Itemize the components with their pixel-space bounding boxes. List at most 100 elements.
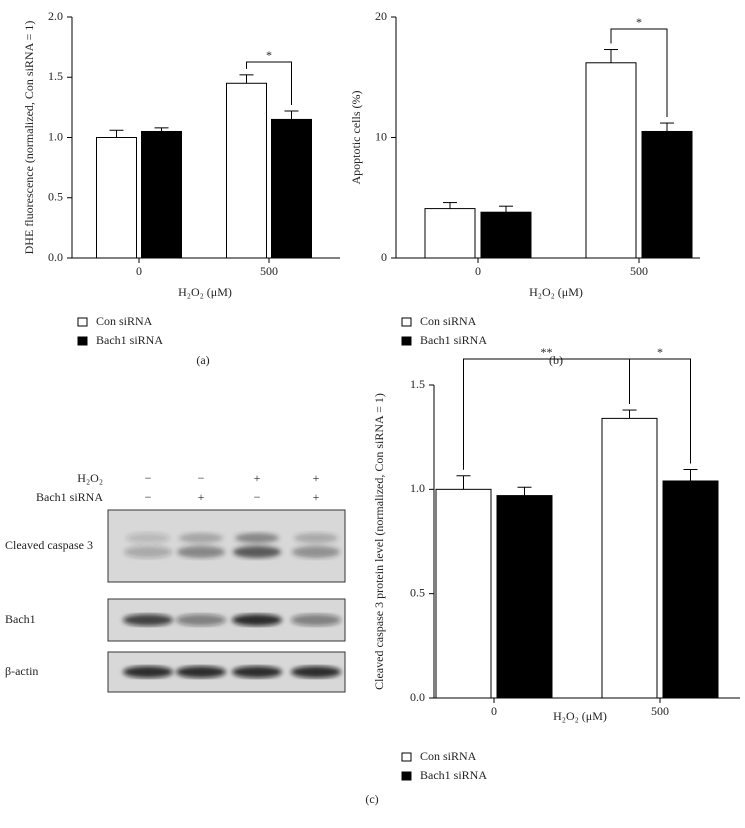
legend-swatch bbox=[401, 317, 412, 327]
x-tick-label: 500 bbox=[260, 264, 278, 278]
bar bbox=[480, 211, 532, 259]
significance-label: * bbox=[657, 345, 663, 359]
y-tick-label: 20 bbox=[375, 9, 387, 23]
legend-label: Bach1 siRNA bbox=[420, 768, 487, 782]
y-tick-label: 0.0 bbox=[410, 690, 425, 704]
band bbox=[232, 666, 282, 678]
legend-label: Bach1 siRNA bbox=[96, 333, 163, 347]
band-label: β-actin bbox=[5, 664, 38, 678]
y-tick-label: 10 bbox=[375, 129, 387, 143]
band bbox=[179, 533, 223, 543]
legend-swatch bbox=[401, 771, 412, 781]
significance-bracket bbox=[629, 358, 691, 464]
band bbox=[126, 533, 170, 543]
significance-label: * bbox=[266, 48, 272, 62]
x-tick-label: 500 bbox=[630, 264, 648, 278]
condition-sign: − bbox=[145, 490, 152, 504]
bar bbox=[641, 130, 693, 259]
band bbox=[177, 546, 225, 558]
legend-label: Con siRNA bbox=[420, 314, 477, 328]
y-axis-label: Apoptotic cells (%) bbox=[349, 91, 363, 185]
condition-sign: + bbox=[313, 471, 320, 485]
band bbox=[233, 546, 281, 558]
band-group bbox=[176, 666, 226, 678]
blot-panel bbox=[107, 509, 346, 583]
band bbox=[123, 614, 173, 626]
band bbox=[292, 546, 340, 558]
band bbox=[291, 666, 341, 678]
band-group bbox=[232, 666, 282, 678]
x-tick-label: 0 bbox=[491, 704, 497, 718]
legend-label: Bach1 siRNA bbox=[420, 333, 487, 347]
band-group bbox=[232, 614, 282, 626]
bar bbox=[662, 480, 719, 699]
band-label: Bach1 bbox=[5, 612, 36, 626]
bar bbox=[435, 488, 492, 699]
y-axis-label: Cleaved caspase 3 protein level (normali… bbox=[372, 393, 386, 690]
legend-swatch bbox=[401, 336, 412, 346]
band bbox=[176, 614, 226, 626]
bar bbox=[424, 208, 476, 259]
panel-label: (a) bbox=[196, 353, 209, 367]
y-tick-label: 0 bbox=[381, 250, 387, 264]
band-group bbox=[124, 533, 172, 558]
band-group bbox=[233, 533, 281, 558]
band-label: Cleaved caspase 3 bbox=[5, 538, 93, 552]
band bbox=[232, 614, 282, 626]
y-tick-label: 1.0 bbox=[410, 481, 425, 495]
legend-swatch bbox=[401, 752, 412, 762]
condition-sign: − bbox=[254, 490, 261, 504]
band bbox=[291, 614, 341, 626]
band-group bbox=[291, 666, 341, 678]
x-tick-label: 0 bbox=[136, 264, 142, 278]
panel-label: (c) bbox=[365, 792, 378, 806]
band-group bbox=[291, 614, 341, 626]
bar bbox=[96, 137, 137, 259]
significance-label: ** bbox=[541, 345, 553, 359]
condition-label: H₂O₂ bbox=[77, 471, 103, 485]
band bbox=[124, 546, 172, 558]
legend-label: Con siRNA bbox=[96, 314, 153, 328]
condition-sign: + bbox=[313, 490, 320, 504]
bar bbox=[601, 417, 658, 699]
x-tick-label: 0 bbox=[475, 264, 481, 278]
significance-bracket bbox=[610, 28, 668, 118]
band bbox=[294, 533, 338, 543]
bar bbox=[496, 495, 553, 699]
condition-label: Bach1 siRNA bbox=[36, 490, 103, 504]
band-group bbox=[123, 614, 173, 626]
y-tick-label: 1.0 bbox=[48, 129, 63, 143]
significance-label: * bbox=[636, 15, 642, 29]
y-tick-label: 2.0 bbox=[48, 9, 63, 23]
bar bbox=[585, 62, 637, 259]
y-tick-label: 1.5 bbox=[48, 69, 63, 83]
x-axis-label: H₂O₂ (μM) bbox=[553, 709, 607, 723]
y-tick-label: 0.5 bbox=[48, 190, 63, 204]
condition-sign: − bbox=[145, 471, 152, 485]
bar bbox=[141, 130, 182, 259]
bar bbox=[271, 118, 312, 259]
condition-sign: − bbox=[198, 471, 205, 485]
x-axis-label: H₂O₂ (μM) bbox=[529, 285, 583, 299]
band-group bbox=[176, 614, 226, 626]
x-axis-label: H₂O₂ (μM) bbox=[178, 285, 232, 299]
legend-swatch bbox=[77, 336, 88, 346]
band-group bbox=[123, 666, 173, 678]
condition-sign: + bbox=[198, 490, 205, 504]
bar bbox=[226, 82, 267, 259]
band-group bbox=[177, 533, 225, 558]
band bbox=[176, 666, 226, 678]
band bbox=[235, 533, 279, 543]
y-tick-label: 0.0 bbox=[48, 250, 63, 264]
band bbox=[123, 666, 173, 678]
band-group bbox=[292, 533, 340, 558]
legend-swatch bbox=[77, 317, 88, 327]
significance-bracket bbox=[246, 61, 292, 105]
panel-label: (b) bbox=[549, 353, 563, 367]
condition-sign: + bbox=[254, 471, 261, 485]
legend-label: Con siRNA bbox=[420, 749, 477, 763]
y-axis-label: DHE fluorescence (normalized, Con siRNA … bbox=[22, 21, 36, 255]
x-tick-label: 500 bbox=[651, 704, 669, 718]
y-tick-label: 1.5 bbox=[410, 377, 425, 391]
